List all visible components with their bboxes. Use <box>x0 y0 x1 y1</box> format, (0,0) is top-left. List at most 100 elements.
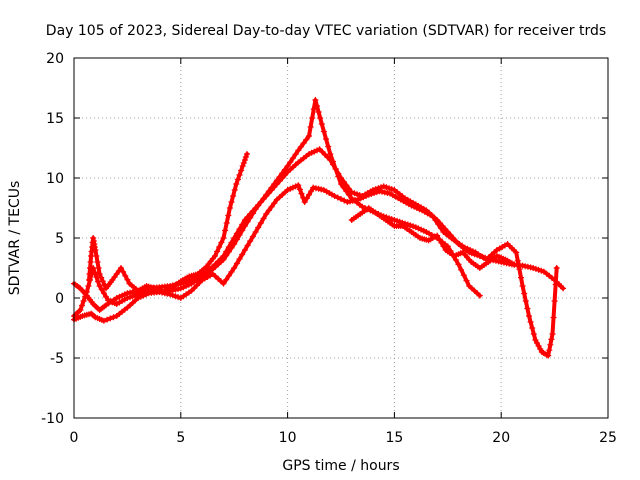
data-point <box>220 256 227 263</box>
x-axis-label: GPS time / hours <box>282 458 399 474</box>
data-point-interp <box>346 191 352 198</box>
data-point <box>327 151 334 157</box>
data-point-interp <box>247 214 254 221</box>
data-point-interp <box>228 199 235 205</box>
data-point-interp <box>314 103 320 109</box>
data-point-interp <box>469 248 476 255</box>
data-point-interp <box>236 172 243 178</box>
data-point <box>124 295 131 301</box>
data-point-interp <box>222 227 229 234</box>
y-tick-label: 20 <box>46 51 64 67</box>
data-point-interp <box>143 291 150 298</box>
data-point-interp <box>129 293 136 300</box>
data-point <box>118 265 124 271</box>
data-point <box>526 313 532 319</box>
data-point <box>90 235 97 241</box>
data-point <box>380 183 387 190</box>
data-point-interp <box>317 115 324 121</box>
data-point-interp <box>249 210 256 217</box>
data-point-interp <box>238 167 245 174</box>
data-point-interp <box>535 266 542 273</box>
data-point-interp <box>99 278 106 285</box>
y-tick-labels: -10 -5 0 5 10 15 20 <box>41 51 64 427</box>
data-point-interp <box>132 292 139 299</box>
data-point-interp <box>432 217 439 224</box>
data-point-interp <box>388 216 395 223</box>
data-point <box>100 317 107 324</box>
data-point-interp <box>530 331 537 337</box>
data-point-interp <box>240 160 247 166</box>
data-point-interp <box>244 218 251 225</box>
data-point-interp <box>532 265 539 272</box>
data-point-interp <box>87 259 94 265</box>
data-point-interp <box>330 158 336 165</box>
data-point <box>301 199 308 205</box>
data-point <box>553 265 560 271</box>
series-trace <box>72 183 559 358</box>
data-point-interp <box>407 222 414 229</box>
data-point-interp <box>467 247 474 253</box>
data-point-interp <box>234 176 241 183</box>
data-point-interp <box>281 166 288 173</box>
data-point-interp <box>265 207 272 214</box>
data-point-interp <box>265 188 272 195</box>
data-point <box>252 229 259 235</box>
data-point <box>560 285 567 292</box>
data-point <box>167 291 174 298</box>
data-point <box>338 181 344 187</box>
data-point-interp <box>410 223 417 230</box>
data-point <box>252 206 259 213</box>
data-point-interp <box>413 205 420 211</box>
data-point-interp <box>82 293 89 300</box>
data-point-interp <box>332 166 339 172</box>
data-point <box>241 247 248 253</box>
data-point-interp <box>175 294 182 301</box>
data-point-interp <box>91 313 98 320</box>
data-point <box>355 196 362 203</box>
data-point-interp <box>315 109 322 115</box>
grid-lines <box>74 58 608 418</box>
data-point <box>135 295 142 301</box>
data-point <box>212 253 218 259</box>
data-point-interp <box>79 302 85 309</box>
data-point-interp <box>249 233 256 240</box>
x-tick-label: 15 <box>385 430 403 446</box>
data-point-interp <box>255 224 262 231</box>
data-point-interp <box>87 265 93 271</box>
x-tick-label: 25 <box>599 430 617 446</box>
data-point-interp <box>311 148 318 155</box>
data-point-interp <box>107 315 114 322</box>
y-tick-label: 5 <box>55 231 64 247</box>
data-point <box>530 265 537 271</box>
y-tick-label: 10 <box>46 171 64 187</box>
data-point <box>241 223 248 229</box>
data-point-interp <box>438 239 445 246</box>
data-point <box>231 241 238 247</box>
data-point-interp <box>116 293 123 300</box>
data-point-interp <box>298 190 305 197</box>
data-point <box>220 280 227 287</box>
chart-title: Day 105 of 2023, Sidereal Day-to-day VTE… <box>46 23 606 39</box>
data-point-interp <box>320 128 327 135</box>
data-point <box>244 151 250 157</box>
data-point-interp <box>524 305 531 312</box>
y-axis-label: SDTVAR / TECUs <box>7 181 23 296</box>
data-point <box>312 97 319 103</box>
data-point-interp <box>169 292 176 299</box>
data-point-interp <box>247 238 254 244</box>
data-point-interp <box>214 248 221 255</box>
data-point-interp <box>242 154 249 160</box>
data-point-interp <box>309 115 316 121</box>
plot-frame <box>73 57 609 419</box>
series-track-4 <box>86 151 250 295</box>
data-point <box>295 147 302 154</box>
data-point-interp <box>368 190 375 197</box>
data-point-interp <box>463 277 470 284</box>
data-point-interp <box>120 268 127 275</box>
data-point <box>476 292 483 299</box>
data-point-interp <box>230 193 237 199</box>
data-point <box>511 261 517 268</box>
data-point-interp <box>547 341 554 348</box>
data-point-interp <box>100 290 107 297</box>
